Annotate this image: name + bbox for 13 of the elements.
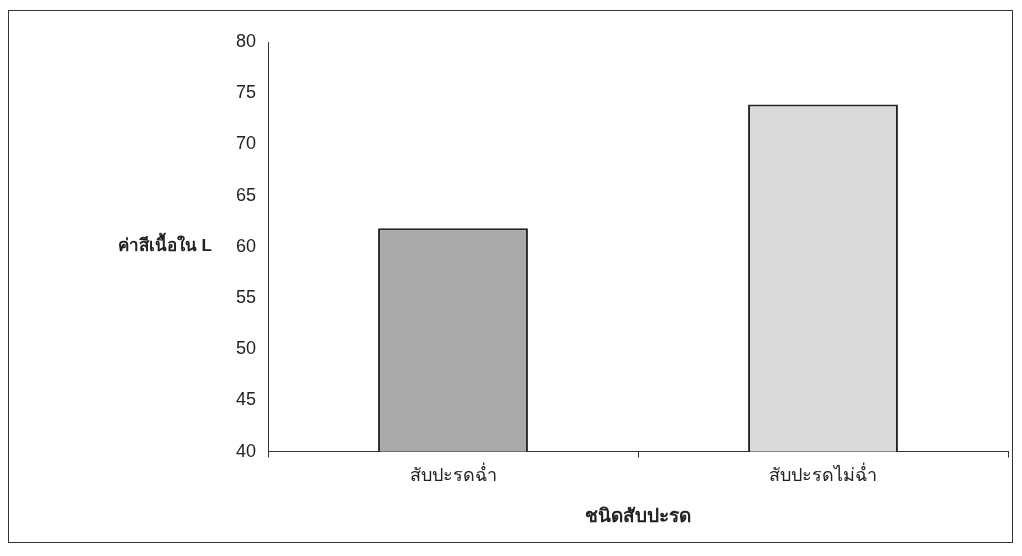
y-tick-label: 80 (235, 30, 256, 51)
x-axis-title: ชนิดสับปะรด (585, 504, 691, 526)
y-tick-label: 70 (235, 133, 256, 154)
y-tick-label: 45 (235, 389, 256, 410)
y-axis-title: ค่าสีเนื้อใน L (117, 232, 212, 256)
y-tick-label: 60 (235, 235, 256, 256)
y-tick-label: 40 (235, 440, 256, 461)
y-tick-label: 50 (235, 338, 256, 359)
x-tick-label: สับปะรดไม่ฉ่ำ (769, 462, 877, 486)
y-tick-label: 55 (235, 286, 256, 307)
y-tick-label: 75 (235, 82, 256, 103)
y-tick-label: 65 (235, 184, 256, 205)
x-tick-label: สับปะรดฉ่ำ (409, 462, 497, 486)
